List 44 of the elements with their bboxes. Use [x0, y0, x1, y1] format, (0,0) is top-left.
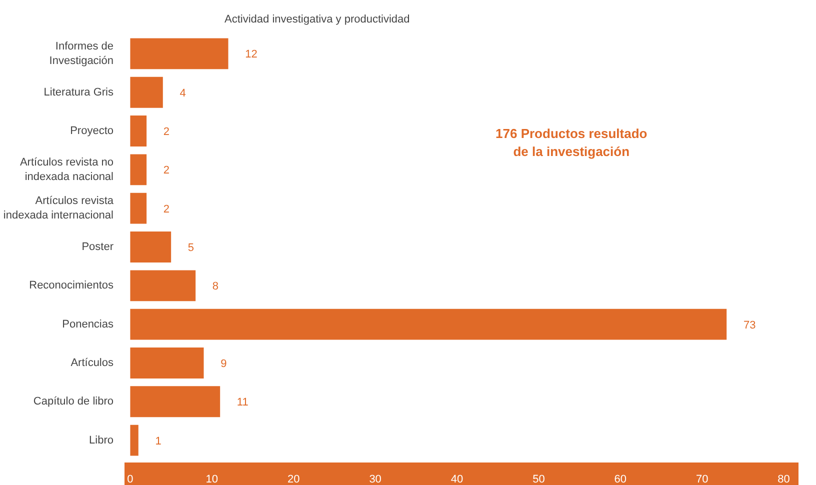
- y-tick-label: Artículos: [70, 356, 114, 369]
- y-tick-label: Artículos revista indexada internacional: [3, 195, 114, 222]
- data-label: 12: [245, 48, 258, 61]
- bar: [130, 270, 196, 302]
- bar: [130, 154, 147, 186]
- data-label: 2: [163, 164, 170, 177]
- x-tick-label: 40: [450, 474, 464, 485]
- x-tick-label: 0: [127, 474, 134, 485]
- x-tick-label: 20: [287, 474, 300, 485]
- chart-title: Actividad investigativa y productividad: [224, 14, 410, 26]
- x-tick-label: 10: [206, 474, 218, 485]
- x-tick-label: 30: [369, 474, 382, 485]
- data-label: 73: [743, 319, 756, 332]
- data-label: 2: [163, 126, 170, 138]
- bar: [130, 116, 147, 146]
- y-tick-label: Libro: [89, 434, 114, 446]
- bar: [130, 76, 163, 108]
- y-tick-label: Artículos revista no indexada nacional: [20, 156, 114, 183]
- y-tick-label: Informes de Investigación: [49, 40, 114, 67]
- y-tick-label: Reconocimientos: [29, 280, 114, 292]
- data-label: 11: [236, 396, 248, 409]
- bar: [130, 386, 220, 418]
- bar: [130, 308, 727, 340]
- data-label: 9: [220, 358, 227, 370]
- y-tick-label: Poster: [82, 241, 114, 253]
- x-tick-label: 50: [532, 474, 545, 485]
- x-tick-label: 60: [614, 474, 627, 485]
- bar: [130, 38, 228, 70]
- data-label: 4: [180, 87, 186, 100]
- annotation: 176 Productos resultado de la investigación: [496, 126, 648, 160]
- data-label: 1: [155, 435, 162, 448]
- y-tick-label: Capítulo de libro: [33, 396, 114, 408]
- data-label: 5: [188, 242, 194, 254]
- bar: [130, 232, 172, 262]
- x-tick-label: 80: [778, 474, 790, 485]
- x-tick-label: 70: [696, 474, 708, 485]
- y-tick-label: Proyecto: [70, 125, 114, 138]
- y-tick-label: Literatura Gris: [44, 86, 114, 98]
- bar: [130, 424, 138, 456]
- bar: [130, 348, 204, 378]
- data-label: 2: [163, 203, 170, 216]
- data-label: 8: [212, 280, 219, 293]
- y-tick-label: Ponencias: [62, 318, 114, 330]
- bar: [130, 192, 147, 224]
